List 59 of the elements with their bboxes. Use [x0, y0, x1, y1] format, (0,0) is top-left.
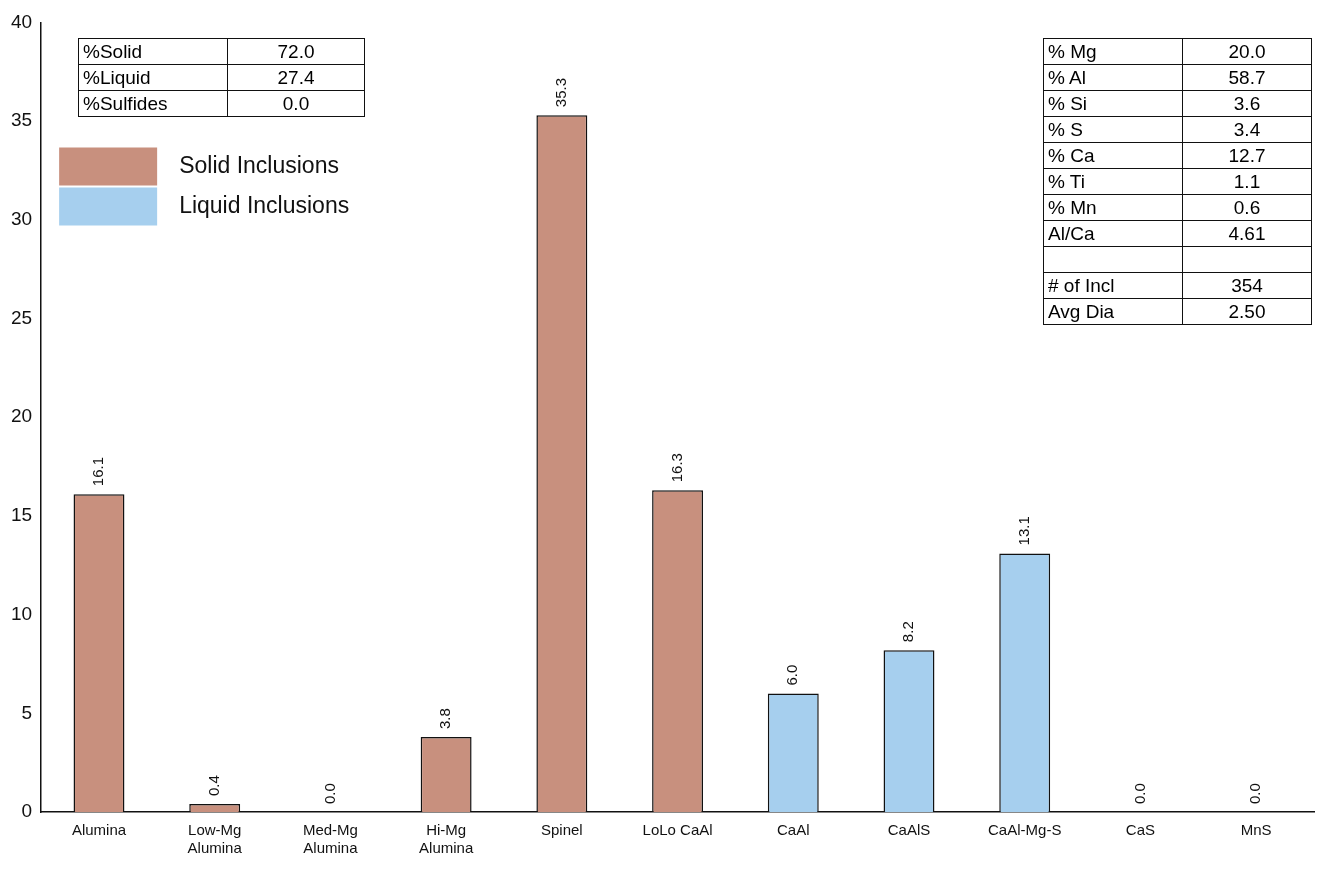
data-label: 0.4 — [204, 775, 222, 797]
legend-label: Solid Inclusions — [179, 151, 339, 178]
y-tick-label: 25 — [10, 306, 33, 328]
annotation: % Mn — [1043, 194, 1183, 221]
annotation: % Si — [1043, 90, 1183, 117]
annotation: %Solid — [78, 38, 228, 65]
annotation: 12.7 — [1182, 142, 1312, 169]
annotation: Avg Dia — [1043, 298, 1183, 325]
annotation: % Al — [1043, 64, 1183, 91]
y-tick-label: 0 — [21, 800, 33, 822]
x-tick-label: CaAl — [777, 821, 810, 839]
annotation: % Ca — [1043, 142, 1183, 169]
data-label: 13.1 — [1014, 516, 1032, 546]
y-tick-label: 10 — [10, 602, 33, 624]
annotation: % S — [1043, 116, 1183, 143]
data-label: 0.0 — [1246, 783, 1264, 804]
data-label: 16.1 — [89, 456, 107, 487]
annotation: 4.61 — [1182, 220, 1312, 247]
x-tick-label: Alumina — [71, 821, 127, 839]
annotation: % Ti — [1043, 168, 1183, 195]
legend-label: Liquid Inclusions — [179, 191, 350, 218]
annotation: 20.0 — [1182, 38, 1312, 65]
y-tick-label: 35 — [10, 109, 33, 131]
x-tick-label: Hi-Mg Alumina — [419, 821, 474, 857]
annotation: 1.1 — [1182, 168, 1312, 195]
annotation: 3.6 — [1182, 90, 1312, 117]
annotation: 2.50 — [1182, 298, 1312, 325]
x-tick-label: Spinel — [541, 821, 583, 839]
x-tick-label: CaS — [1125, 821, 1156, 839]
x-tick-label: CaAl-Mg-S — [988, 821, 1062, 839]
x-tick-label: Med-Mg Alumina — [302, 821, 359, 857]
annotation: 58.7 — [1182, 64, 1312, 91]
annotation: %Liquid — [78, 64, 228, 91]
annotation: 72.0 — [227, 38, 365, 65]
annotation: 3.4 — [1182, 116, 1312, 143]
data-label: 3.8 — [436, 708, 454, 729]
data-label: 0.0 — [1130, 783, 1148, 804]
annotation: 0.0 — [227, 90, 365, 117]
x-tick-label: MnS — [1240, 821, 1272, 839]
data-label: 16.3 — [667, 453, 685, 483]
data-label: 0.0 — [320, 783, 338, 804]
annotation: Al/Ca — [1043, 220, 1183, 247]
annotation: 354 — [1182, 272, 1312, 299]
data-label: 35.3 — [551, 77, 569, 108]
y-tick-label: 20 — [10, 405, 33, 427]
y-tick-label: 15 — [10, 504, 33, 526]
annotation: % Mg — [1043, 38, 1183, 65]
x-tick-label: LoLo CaAl — [642, 821, 713, 839]
data-label: 8.2 — [899, 621, 917, 643]
y-tick-label: 5 — [21, 701, 33, 723]
annotation: 0.6 — [1182, 194, 1312, 221]
y-tick-label: 40 — [10, 10, 33, 32]
x-tick-label: Low-Mg Alumina — [187, 821, 243, 857]
annotation: # of Incl — [1043, 272, 1183, 299]
annotation: %Sulfides — [78, 90, 228, 117]
x-tick-label: CaAlS — [887, 821, 931, 839]
annotation: 27.4 — [227, 64, 365, 91]
data-label: 6.0 — [783, 664, 801, 686]
y-tick-label: 30 — [10, 208, 33, 230]
